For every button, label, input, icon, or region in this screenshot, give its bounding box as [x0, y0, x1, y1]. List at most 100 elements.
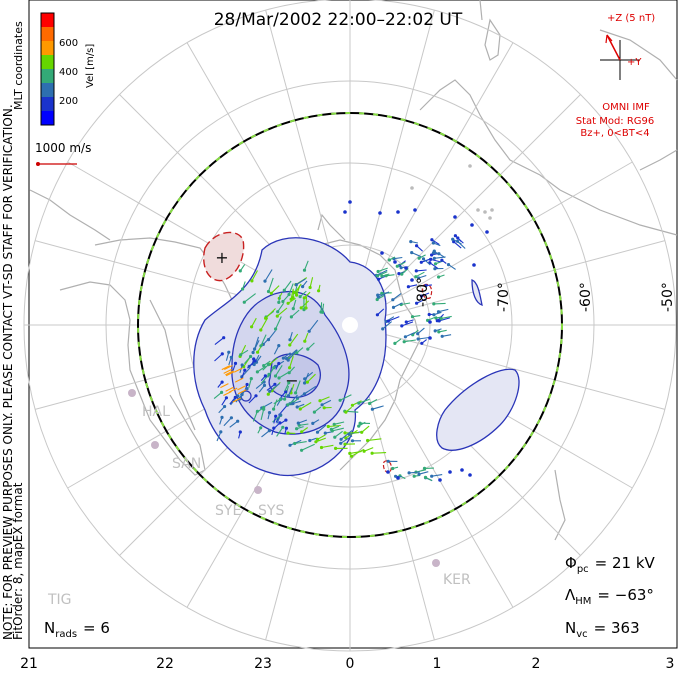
vector-line	[457, 240, 466, 249]
mlt-label-22: 22	[156, 656, 174, 672]
vector-line	[229, 420, 239, 428]
mlt-label-21: 21	[20, 656, 38, 672]
vector-line	[299, 423, 309, 426]
vector-line	[305, 296, 308, 309]
vector-line-fast	[237, 389, 247, 395]
positive-cell-dawn	[203, 231, 245, 282]
reference-vector: 1000 m/s	[35, 141, 91, 166]
vector-line	[453, 241, 462, 249]
vector-line	[372, 405, 384, 410]
vector-line	[235, 394, 243, 403]
vector-line	[242, 281, 246, 290]
vector-line	[219, 417, 223, 425]
vector-line	[334, 430, 343, 438]
vector-line	[351, 448, 365, 457]
vector-line	[240, 349, 249, 356]
vector-line-fast	[223, 368, 232, 374]
vector-line	[303, 260, 309, 271]
vector-line	[340, 430, 353, 440]
vector-line	[339, 394, 352, 401]
vector-line	[397, 261, 406, 267]
vector-line	[418, 471, 429, 475]
vector-line	[296, 426, 304, 430]
vector-line	[438, 274, 445, 278]
mlt-label-23: 23	[254, 656, 272, 672]
vector-line	[260, 374, 270, 384]
vector-line	[409, 471, 420, 474]
potential-max-sign: +	[215, 248, 228, 267]
vector-line	[315, 437, 326, 443]
vector-line	[252, 339, 260, 353]
cross-polar-potential: Φpc = 21 kV	[565, 554, 656, 575]
vector-line	[304, 371, 314, 380]
vector-line	[257, 365, 267, 373]
vector-line	[296, 278, 306, 286]
latitude-label-50: -50°	[660, 282, 676, 312]
vector-origin-grey	[476, 208, 480, 212]
vector-line-fast	[225, 370, 234, 376]
vector-line	[217, 381, 223, 388]
vector-line	[298, 419, 308, 424]
vector-line	[352, 400, 362, 406]
vector-line	[309, 437, 317, 442]
vector-line	[307, 342, 315, 350]
vector-line	[438, 253, 446, 258]
vector-line	[405, 331, 416, 338]
vector-line	[283, 352, 291, 359]
vector-line	[328, 424, 341, 428]
vector-origin	[396, 210, 400, 214]
vector-line	[275, 363, 280, 370]
vector-line	[415, 271, 425, 278]
vector-line	[223, 417, 232, 427]
vector-line	[394, 338, 402, 344]
vector-line	[267, 412, 271, 420]
mlt-label-0: 0	[346, 656, 355, 672]
vector-line	[284, 428, 287, 435]
station-san-marker	[151, 441, 159, 449]
vector-line	[376, 294, 385, 300]
vector-line	[238, 431, 241, 439]
potential-contours	[193, 231, 520, 477]
mlt-label-1: 1	[433, 656, 442, 672]
vector-line	[289, 333, 299, 346]
vector-line	[418, 254, 426, 259]
vector-line	[304, 332, 309, 342]
vector-line	[264, 269, 273, 282]
vector-line	[256, 355, 262, 363]
vector-line	[277, 302, 285, 313]
vector-line	[332, 427, 344, 432]
vector-line	[425, 476, 433, 481]
colorbar-swatch	[41, 13, 54, 28]
vector-line	[363, 447, 374, 452]
red-contour-small-2	[382, 460, 392, 473]
vector-line	[418, 274, 427, 279]
colorbar-swatch	[41, 27, 54, 42]
vector-line-fast	[225, 371, 235, 377]
vector-line	[260, 375, 266, 381]
radar-count: Nrads = 6	[44, 619, 110, 640]
mlt-meridian	[349, 324, 666, 410]
vector-line	[269, 383, 280, 392]
map-title: 28/Mar/2002 22:00–22:02 UT	[214, 10, 463, 30]
velocity-colorbar: 600 400 200 Vel [m/s] MLT coordinates	[12, 12, 96, 126]
vector-line	[309, 277, 314, 288]
vector-origin	[404, 266, 408, 270]
vector-line	[218, 406, 226, 414]
vector-line	[301, 443, 315, 451]
vector-line	[295, 380, 301, 394]
imf-model-line2: Bz+, 0<BT<4	[580, 128, 649, 139]
vector-count: Nvc = 363	[565, 619, 640, 640]
heppner-maynard-boundary-dash	[137, 112, 563, 538]
vector-line	[441, 259, 447, 264]
vector-line	[442, 334, 452, 337]
vector-line	[300, 300, 310, 309]
vector-line	[377, 267, 388, 273]
vector-origin	[393, 260, 397, 264]
vector-line	[251, 270, 258, 282]
vector-line	[260, 409, 265, 421]
vector-line	[299, 290, 307, 298]
vector-line	[270, 285, 280, 294]
vector-line	[448, 264, 456, 270]
vector-line	[252, 411, 258, 422]
